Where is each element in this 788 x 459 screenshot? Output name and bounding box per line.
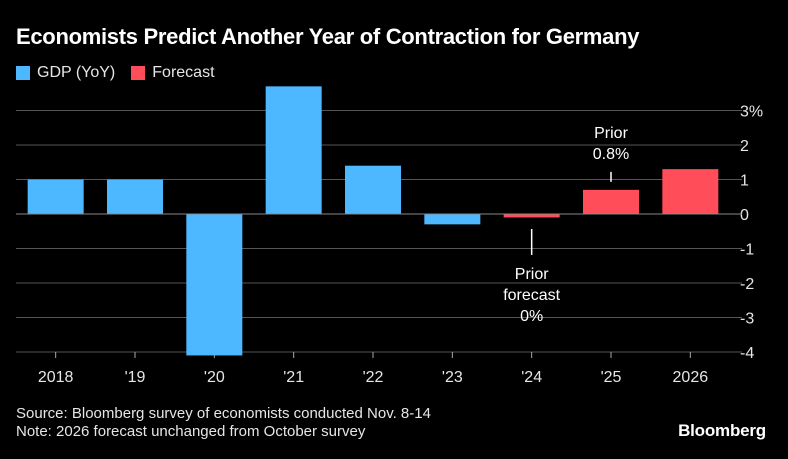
legend-item-gdp: GDP (YoY) [16,64,115,82]
x-tick-label: '20 [204,369,225,386]
footnote: Note: 2026 forecast unchanged from Octob… [16,423,366,440]
bar [583,189,639,214]
legend-label-forecast: Forecast [152,64,215,81]
legend: GDP (YoY) Forecast [16,64,231,82]
legend-label-gdp: GDP (YoY) [37,64,116,81]
bar [345,165,401,214]
annotation-text: forecast [503,287,560,304]
annotation-text: 0% [520,308,543,325]
footer: Source: Bloomberg survey of economists c… [16,405,431,441]
bar [27,179,84,214]
bloomberg-logo: Bloomberg [678,421,766,440]
source-note: Source: Bloomberg survey of economists c… [16,405,431,422]
y-tick-label: 2 [740,138,749,155]
bar [107,179,163,214]
bar [265,86,322,214]
x-tick-label: '22 [363,369,384,386]
bar [424,214,481,225]
y-tick-label: 0 [740,207,749,224]
y-tick-label: -2 [740,276,754,293]
x-tick-label: '23 [442,369,463,386]
y-tick-label: 1 [740,173,749,190]
bar [186,214,243,356]
legend-swatch-forecast [131,66,146,80]
annotation-text: Prior [515,266,549,283]
x-tick-label: 2018 [38,369,74,386]
x-tick-label: '24 [521,369,542,386]
x-tick-label: 2026 [673,369,709,386]
y-tick-label: 3% [740,104,763,121]
bar [662,169,719,214]
legend-item-forecast: Forecast [131,64,215,82]
y-tick-label: -3 [740,311,754,328]
annotation-text: Prior [594,125,628,142]
legend-swatch-gdp [16,66,30,80]
x-tick-label: '19 [125,369,146,386]
y-tick-label: -4 [740,345,754,362]
chart-title: Economists Predict Another Year of Contr… [16,24,640,49]
y-tick-label: -1 [740,242,754,259]
annotation-text: 0.8% [593,146,629,163]
x-tick-label: '21 [283,369,304,386]
x-tick-label: '25 [601,369,622,386]
bar [503,214,560,218]
